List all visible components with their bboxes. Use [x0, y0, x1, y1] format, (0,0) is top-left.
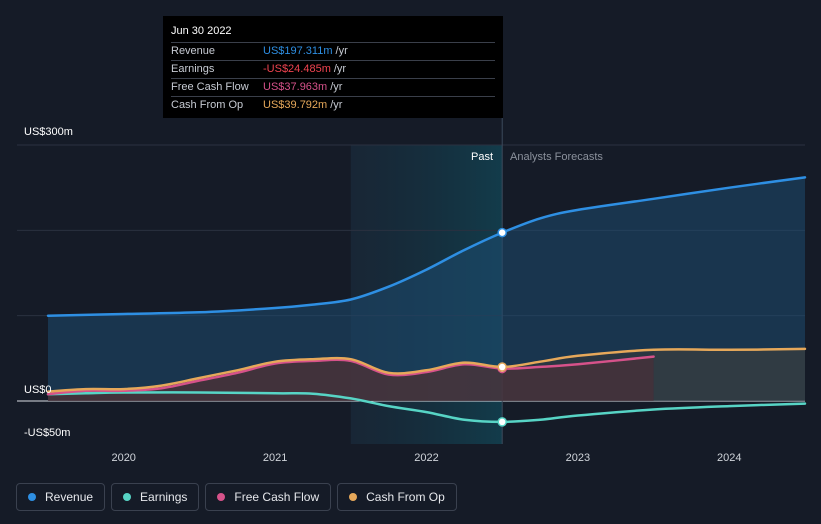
- earnings-dot-icon: [123, 493, 132, 501]
- legend-item-free-cash-flow[interactable]: Free Cash Flow: [205, 483, 332, 511]
- tooltip-row-cash-from-op: Cash From Op US$39.792m /yr: [171, 96, 495, 114]
- legend-item-revenue[interactable]: Revenue: [16, 483, 106, 511]
- cash-from-op-area: [48, 348, 805, 401]
- tooltip-value: US$39.792m: [263, 99, 328, 111]
- tooltip-value: US$37.963m: [263, 81, 328, 93]
- tooltip-unit: /yr: [335, 45, 348, 57]
- cash-from-op-marker: [497, 362, 507, 372]
- free-cash-flow-line: [46, 355, 655, 396]
- tooltip-label: Earnings: [171, 63, 215, 75]
- legend-label: Revenue: [45, 490, 94, 504]
- tooltip-unit: /yr: [330, 81, 343, 93]
- tooltip-label: Revenue: [171, 45, 216, 57]
- chart-markers: [497, 227, 507, 427]
- x-tick-label: 2023: [566, 452, 590, 464]
- y-tick-label: -US$50m: [24, 427, 70, 439]
- x-tick-label: 2024: [717, 452, 741, 464]
- revenue-line: [46, 176, 807, 317]
- revenue-area: [48, 177, 805, 401]
- legend: Revenue Earnings Free Cash Flow Cash Fro…: [16, 483, 457, 511]
- forecast-label: Analysts Forecasts: [510, 151, 603, 163]
- chart-areas: [48, 177, 805, 401]
- revenue-dot-icon: [28, 493, 36, 501]
- earnings-marker: [497, 417, 507, 427]
- tooltip-unit: /yr: [333, 63, 347, 75]
- x-tick-label: 2020: [111, 452, 135, 464]
- x-axis-labels: 2020 2021 2022 2023 2024: [111, 452, 741, 464]
- tooltip-value: -US$24.485m: [263, 63, 331, 75]
- y-axis-labels: US$300m US$0 -US$50m: [24, 126, 73, 439]
- free-cash-flow-area: [48, 356, 654, 401]
- earnings-line: [46, 391, 807, 424]
- x-tick-label: 2021: [263, 452, 287, 464]
- cash-from-op-dot-icon: [349, 493, 358, 501]
- free-cash-flow-dot-icon: [217, 493, 226, 501]
- legend-item-cash-from-op[interactable]: Cash From Op: [337, 483, 457, 511]
- legend-item-earnings[interactable]: Earnings: [111, 483, 200, 511]
- chart-lines: [46, 176, 807, 424]
- revenue-marker: [497, 227, 507, 238]
- tooltip-row-earnings: Earnings -US$24.485m /yr: [171, 60, 495, 78]
- tooltip-value: US$197.311m: [263, 45, 333, 57]
- legend-label: Earnings: [140, 490, 188, 504]
- past-label: Past: [471, 151, 493, 163]
- tooltip-label: Free Cash Flow: [171, 81, 249, 93]
- x-tick-label: 2022: [414, 452, 438, 464]
- y-tick-label: US$300m: [24, 126, 73, 138]
- legend-label: Cash From Op: [366, 490, 445, 504]
- tooltip-unit: /yr: [330, 99, 343, 111]
- tooltip-row-revenue: Revenue US$197.311m /yr: [171, 42, 495, 60]
- tooltip-label: Cash From Op: [171, 99, 244, 111]
- tooltip-date: Jun 30 2022: [171, 25, 232, 37]
- tooltip-row-free-cash-flow: Free Cash Flow US$37.963m /yr: [171, 78, 495, 96]
- y-tick-label: US$0: [24, 384, 52, 396]
- legend-label: Free Cash Flow: [234, 490, 320, 504]
- cash-from-op-line: [46, 347, 807, 393]
- tooltip: Jun 30 2022 Revenue US$197.311m /yr Earn…: [163, 16, 503, 118]
